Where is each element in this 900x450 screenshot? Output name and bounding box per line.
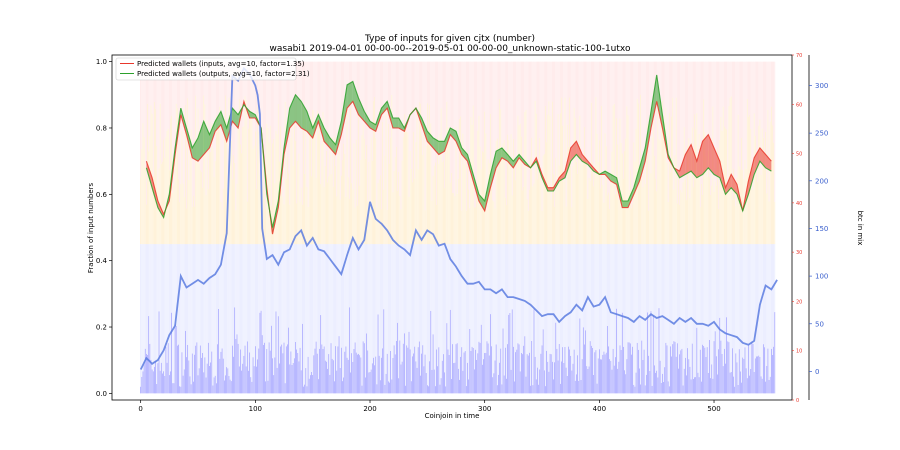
fill-inputs-above (691, 144, 697, 178)
y3-tick-label: 300 (815, 82, 828, 90)
fill-inputs-above (754, 147, 760, 175)
fill-inputs-above (696, 141, 703, 178)
fill-inputs-above (685, 144, 692, 175)
y3-tick-label: 150 (815, 225, 828, 233)
fill-outputs-above (622, 200, 629, 208)
fill-outputs-above (461, 147, 468, 162)
right-axis-ticks-red: 0 10 20 30 40 50 60 70 (792, 53, 802, 404)
fill-outputs-above (329, 137, 336, 155)
fill-outputs-above (392, 118, 399, 128)
fill-outputs-above (347, 81, 353, 109)
fill-outputs-above (198, 121, 204, 162)
y-tick-label: 1.0 (96, 58, 107, 66)
fill-outputs-above (490, 151, 497, 188)
fill-outputs-above (421, 118, 428, 142)
y-axis-ticks: 0.0 0.2 0.4 0.6 0.8 1.0 (96, 58, 112, 398)
series-line-inputs (145, 99, 772, 235)
fill-outputs-above (295, 94, 302, 128)
fill-inputs-above (702, 134, 709, 175)
y3-tick-label: 200 (815, 177, 828, 185)
fill-outputs-above (335, 121, 342, 155)
fill-outputs-above (364, 111, 371, 128)
fill-inputs-above (759, 147, 766, 168)
fill-outputs-above (306, 111, 313, 138)
fill-outputs-above (358, 98, 365, 122)
fill-outputs-above (220, 111, 227, 142)
x-tick-label: 200 (363, 405, 376, 413)
y2-tick-label: 70 (796, 53, 802, 59)
y-tick-label: 0.6 (96, 191, 108, 199)
y3-tick-label: 0 (815, 368, 819, 376)
fill-outputs-above (289, 94, 296, 128)
fill-inputs-above (765, 154, 772, 172)
fill-outputs-above (249, 111, 256, 119)
legend-box (115, 57, 297, 81)
y2-tick-label: 10 (796, 349, 802, 355)
fill-outputs-above (192, 137, 199, 162)
series-line-outputs (145, 74, 772, 228)
fill-outputs-above (433, 137, 439, 155)
fill-inputs-above (748, 157, 755, 195)
fill-outputs-above (381, 101, 388, 115)
fill-outputs-above (507, 154, 514, 168)
fill-outputs-above (232, 108, 239, 128)
y3-tick-label: 50 (815, 320, 824, 328)
y3-axis-label: btc in mix (856, 211, 864, 246)
y-tick-label: 0.4 (96, 257, 108, 265)
y3-tick-label: 250 (815, 130, 828, 138)
fill-inputs-above (547, 187, 554, 192)
x-tick-label: 0 (138, 405, 142, 413)
y2-tick-label: 30 (796, 250, 802, 256)
y2-tick-label: 20 (796, 299, 802, 305)
fill-outputs-above (438, 141, 445, 155)
legend: Predicted wallets (inputs, avg=10, facto… (115, 57, 310, 81)
y-tick-label: 0.2 (96, 324, 107, 332)
chart-subtitle: wasabi1 2019-04-01 00-00-00--2019-05-01 … (270, 44, 631, 54)
x-axis-label: Coinjoin in time (425, 412, 480, 420)
fill-outputs-above (427, 131, 434, 148)
fill-inputs-above (714, 147, 720, 178)
y-tick-label: 0.0 (96, 390, 107, 398)
fill-outputs-above (496, 147, 502, 168)
y2-tick-label: 40 (796, 201, 802, 207)
right-axis-ticks-blue: 0 50 100 150 200 250 300 (809, 82, 828, 376)
fill-outputs-above (203, 121, 210, 155)
fill-outputs-above (650, 74, 657, 128)
y-axis-label: Fraction of input numbers (87, 182, 95, 273)
x-axis-ticks: 0 100 200 300 400 500 (138, 400, 721, 413)
fill-outputs-above (215, 111, 221, 132)
fill-outputs-above (478, 194, 485, 211)
legend-label-inputs: Predicted wallets (inputs, avg=10, facto… (137, 60, 305, 68)
fill-outputs-above (628, 187, 634, 208)
plot-frame (111, 54, 793, 401)
fill-outputs-above (610, 174, 617, 185)
x-tick-label: 300 (478, 405, 491, 413)
x-tick-label: 400 (593, 405, 606, 413)
fill-outputs-above (370, 121, 376, 132)
y2-tick-label: 50 (796, 152, 802, 158)
chart-title: Type of inputs for given cjtx (number) (364, 34, 535, 44)
y2-tick-label: 60 (796, 102, 802, 108)
fill-outputs-above (352, 81, 359, 115)
y2-tick-label: 0 (796, 398, 799, 404)
fill-outputs-above (450, 127, 457, 142)
fill-outputs-above (501, 147, 508, 162)
y3-tick-label: 100 (815, 273, 828, 281)
legend-label-outputs: Predicted wallets (outputs, avg=10, fact… (137, 70, 310, 78)
fill-outputs-above (639, 147, 646, 182)
fill-outputs-above (301, 101, 307, 132)
x-tick-label: 500 (707, 405, 720, 413)
fill-outputs-above (209, 121, 216, 148)
y-tick-label: 0.8 (96, 124, 107, 132)
fill-outputs-above (324, 127, 330, 148)
x-tick-label: 100 (249, 405, 262, 413)
